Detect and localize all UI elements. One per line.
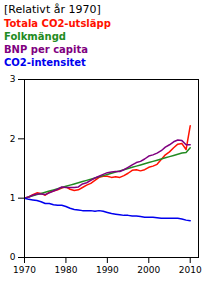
svg-text:1990: 1990: [96, 265, 119, 275]
html-text:Folkmängd: Folkmängd: [4, 31, 66, 42]
svg-text:3: 3: [10, 74, 16, 84]
svg-text:1970: 1970: [13, 265, 36, 275]
svg-text:2: 2: [10, 134, 16, 144]
svg-text:2010: 2010: [179, 265, 202, 275]
svg-text:1980: 1980: [54, 265, 77, 275]
html-text:BNP per capita: BNP per capita: [4, 44, 88, 55]
html-text:Totala CO2-utsläpp: Totala CO2-utsläpp: [4, 18, 111, 29]
svg-text:0: 0: [10, 252, 16, 262]
html-text:CO2-intensitet: CO2-intensitet: [4, 57, 86, 68]
svg-text:2000: 2000: [137, 265, 160, 275]
html-text:[Relativt år 1970]: [Relativt år 1970]: [4, 3, 101, 16]
svg-text:1: 1: [10, 193, 16, 203]
